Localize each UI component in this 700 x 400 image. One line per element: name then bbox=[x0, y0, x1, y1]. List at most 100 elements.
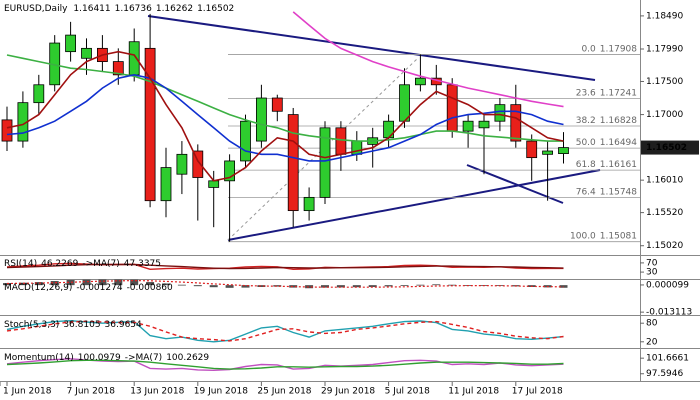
indicator-name: ->MA(7) bbox=[82, 259, 119, 269]
fib-percent: 38.2 bbox=[576, 115, 596, 125]
x-tick-label: 29 Jun 2018 bbox=[321, 387, 375, 397]
histogram-bar bbox=[273, 285, 282, 287]
fib-price: 1.15748 bbox=[600, 187, 637, 197]
trend-line bbox=[147, 15, 596, 81]
indicator-value: -0.000860 bbox=[127, 283, 173, 293]
candle-body bbox=[1, 119, 13, 142]
candle-body bbox=[33, 84, 45, 104]
y-tick-label: 97.5946 bbox=[646, 369, 683, 379]
histogram-bar bbox=[400, 285, 409, 286]
indicator-line bbox=[6, 359, 564, 370]
indicator-header: Stoch(5,3,3) 36.8105 36.9654 bbox=[4, 320, 142, 330]
histogram-bar bbox=[162, 283, 170, 286]
candle-body bbox=[303, 196, 315, 212]
y-tick-label: 30 bbox=[646, 268, 658, 278]
moving-average bbox=[6, 73, 564, 162]
fib-price: 1.16828 bbox=[600, 115, 637, 125]
indicator-value: 100.2629 bbox=[166, 353, 209, 363]
histogram-bar bbox=[130, 279, 139, 286]
price-box bbox=[641, 140, 699, 155]
candle-body bbox=[208, 180, 220, 188]
histogram-bar bbox=[225, 285, 234, 288]
fib-label: 23.6 1.17241 bbox=[576, 88, 637, 98]
candle-body bbox=[224, 160, 236, 182]
histogram-bar bbox=[368, 285, 377, 287]
indicator-header: MACD(12,26,9) -0.001274 -0.000860 bbox=[4, 283, 173, 293]
chart-title: EURUSD,Daily 1.16411 1.16736 1.16262 1.16502 bbox=[4, 4, 234, 14]
histogram-bar bbox=[82, 279, 91, 286]
fib-percent: 23.6 bbox=[576, 88, 596, 98]
y-tick-label: 101.6661 bbox=[646, 354, 689, 364]
current-price: 1.16502 bbox=[646, 143, 687, 153]
histogram-bar bbox=[146, 282, 155, 286]
histogram-bar bbox=[18, 282, 27, 286]
y-tick-label: 1.15520 bbox=[646, 208, 683, 218]
candle-body bbox=[176, 153, 188, 175]
y-tick-label: 1.16010 bbox=[646, 176, 683, 186]
y-tick-label: 0.000099 bbox=[646, 280, 689, 290]
candle-body bbox=[319, 127, 331, 198]
fib-label: 100.0 1.15081 bbox=[570, 231, 637, 241]
indicator-name: RSI(14) bbox=[4, 259, 37, 269]
candle-body bbox=[160, 167, 172, 202]
x-tick-label: 11 Jul 2018 bbox=[448, 387, 499, 397]
indicator-value: 36.9654 bbox=[105, 320, 142, 330]
candle-body bbox=[112, 61, 124, 76]
fib-label: 61.8 1.16161 bbox=[576, 160, 637, 170]
fib-diagonal bbox=[227, 57, 419, 241]
histogram-bar bbox=[416, 284, 425, 286]
candle-body bbox=[128, 41, 140, 76]
x-tick-label: 1 Jun 2018 bbox=[3, 387, 52, 397]
histogram-bar bbox=[241, 285, 250, 288]
histogram-bar bbox=[305, 285, 314, 289]
fib-price: 1.15081 bbox=[600, 231, 637, 241]
histogram-bar bbox=[432, 284, 441, 286]
indicator-title: MACD(12,26,9) bbox=[4, 283, 72, 293]
histogram-bar bbox=[193, 285, 202, 287]
fib-price: 1.17241 bbox=[600, 88, 637, 98]
candle-body bbox=[494, 104, 506, 122]
y-tick-label: 1.17990 bbox=[646, 45, 683, 55]
y-tick-label: 1.17000 bbox=[646, 110, 683, 120]
indicator-value: 100.0979 bbox=[78, 353, 121, 363]
x-tick-label: 13 Jun 2018 bbox=[130, 387, 184, 397]
y-tick-label: 70 bbox=[646, 258, 658, 268]
indicator-value: 47.3375 bbox=[124, 259, 161, 269]
fib-percent: 76.4 bbox=[576, 187, 596, 197]
histogram-bar bbox=[3, 283, 11, 286]
fib-price: 1.17908 bbox=[600, 44, 637, 54]
indicator-header: Momentum(14) 100.0979 ->MA(7) 100.2629 bbox=[4, 353, 209, 363]
histogram-bar bbox=[289, 285, 298, 288]
trend-line bbox=[466, 164, 564, 204]
moving-average bbox=[292, 11, 564, 108]
indicator-line bbox=[6, 320, 564, 342]
histogram-bar bbox=[177, 284, 186, 286]
fib-price: 1.16161 bbox=[600, 160, 637, 170]
y-tick-label: 1.15020 bbox=[646, 241, 683, 251]
histogram-bar bbox=[66, 280, 75, 286]
candle-body bbox=[510, 104, 522, 142]
fib-label: 38.2 1.16828 bbox=[576, 115, 638, 125]
histogram-bar bbox=[34, 282, 43, 286]
signal-line bbox=[6, 279, 564, 288]
histogram-bar bbox=[209, 285, 218, 288]
y-tick-label: 80 bbox=[646, 319, 658, 329]
fib-price: 1.16494 bbox=[600, 138, 637, 148]
candle-body bbox=[240, 120, 251, 162]
candle-body bbox=[271, 97, 283, 112]
candle-body bbox=[335, 127, 347, 155]
fib-label: 50.0 1.16494 bbox=[576, 138, 638, 148]
indicator-title: Stoch(5,3,3) bbox=[4, 320, 59, 330]
histogram-bar bbox=[98, 279, 107, 286]
candle-body bbox=[478, 120, 490, 129]
y-tick-label: 1.17500 bbox=[646, 77, 683, 87]
fib-percent: 61.8 bbox=[576, 160, 596, 170]
candle-body bbox=[65, 34, 76, 53]
candle-body bbox=[192, 150, 204, 178]
candle-body bbox=[144, 47, 156, 202]
candle-body bbox=[287, 114, 299, 212]
trend-line bbox=[227, 169, 601, 241]
candle-body bbox=[542, 150, 553, 155]
indicator-line bbox=[6, 263, 564, 270]
